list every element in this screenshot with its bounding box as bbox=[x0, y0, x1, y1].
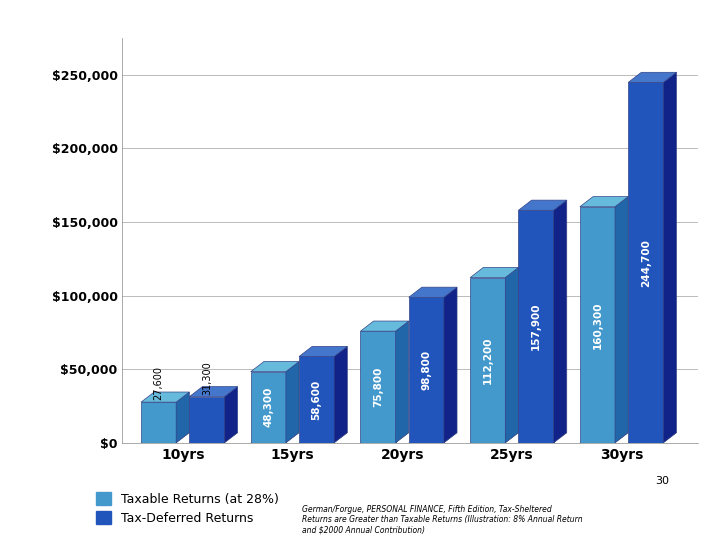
Polygon shape bbox=[141, 402, 176, 443]
Polygon shape bbox=[580, 197, 628, 207]
Polygon shape bbox=[286, 362, 299, 443]
Legend: Taxable Returns (at 28%), Tax-Deferred Returns: Taxable Returns (at 28%), Tax-Deferred R… bbox=[93, 489, 283, 528]
Polygon shape bbox=[361, 321, 409, 331]
Polygon shape bbox=[628, 72, 677, 83]
Text: 160,300: 160,300 bbox=[593, 301, 603, 348]
Polygon shape bbox=[189, 433, 238, 443]
Polygon shape bbox=[299, 346, 347, 356]
Polygon shape bbox=[409, 298, 444, 443]
Polygon shape bbox=[299, 356, 334, 443]
Text: German/Forgue, PERSONAL FINANCE, Fifth Edition, Tax-Sheltered
Returns are Greate: German/Forgue, PERSONAL FINANCE, Fifth E… bbox=[302, 505, 583, 535]
Text: 30: 30 bbox=[655, 476, 669, 486]
Text: 31,300: 31,300 bbox=[202, 361, 212, 395]
Polygon shape bbox=[518, 433, 567, 443]
Text: 98,800: 98,800 bbox=[421, 350, 431, 390]
Polygon shape bbox=[251, 362, 299, 372]
Polygon shape bbox=[395, 321, 409, 443]
Text: 75,800: 75,800 bbox=[373, 367, 383, 407]
Polygon shape bbox=[663, 72, 677, 443]
Polygon shape bbox=[580, 207, 615, 443]
Polygon shape bbox=[225, 387, 238, 443]
Polygon shape bbox=[361, 433, 409, 443]
Polygon shape bbox=[409, 287, 457, 298]
Text: 48,300: 48,300 bbox=[264, 387, 274, 428]
Text: 157,900: 157,900 bbox=[531, 303, 541, 350]
Polygon shape bbox=[470, 278, 505, 443]
Polygon shape bbox=[251, 372, 286, 443]
Text: 27,600: 27,600 bbox=[153, 366, 163, 400]
Text: 112,200: 112,200 bbox=[482, 336, 492, 384]
Polygon shape bbox=[361, 331, 395, 443]
Polygon shape bbox=[141, 392, 189, 402]
Polygon shape bbox=[470, 267, 518, 278]
Polygon shape bbox=[628, 83, 663, 443]
Polygon shape bbox=[176, 392, 189, 443]
Polygon shape bbox=[554, 200, 567, 443]
Polygon shape bbox=[580, 433, 628, 443]
Polygon shape bbox=[470, 433, 518, 443]
Polygon shape bbox=[444, 287, 457, 443]
Text: 244,700: 244,700 bbox=[641, 239, 651, 287]
Text: 58,600: 58,600 bbox=[312, 380, 322, 420]
Polygon shape bbox=[299, 433, 347, 443]
Polygon shape bbox=[518, 200, 567, 210]
Polygon shape bbox=[409, 433, 457, 443]
Polygon shape bbox=[518, 210, 554, 443]
Polygon shape bbox=[334, 346, 347, 443]
Polygon shape bbox=[189, 387, 238, 397]
Polygon shape bbox=[505, 267, 518, 443]
Polygon shape bbox=[141, 433, 189, 443]
Polygon shape bbox=[628, 433, 677, 443]
Polygon shape bbox=[251, 433, 299, 443]
Polygon shape bbox=[189, 397, 225, 443]
Polygon shape bbox=[615, 197, 628, 443]
